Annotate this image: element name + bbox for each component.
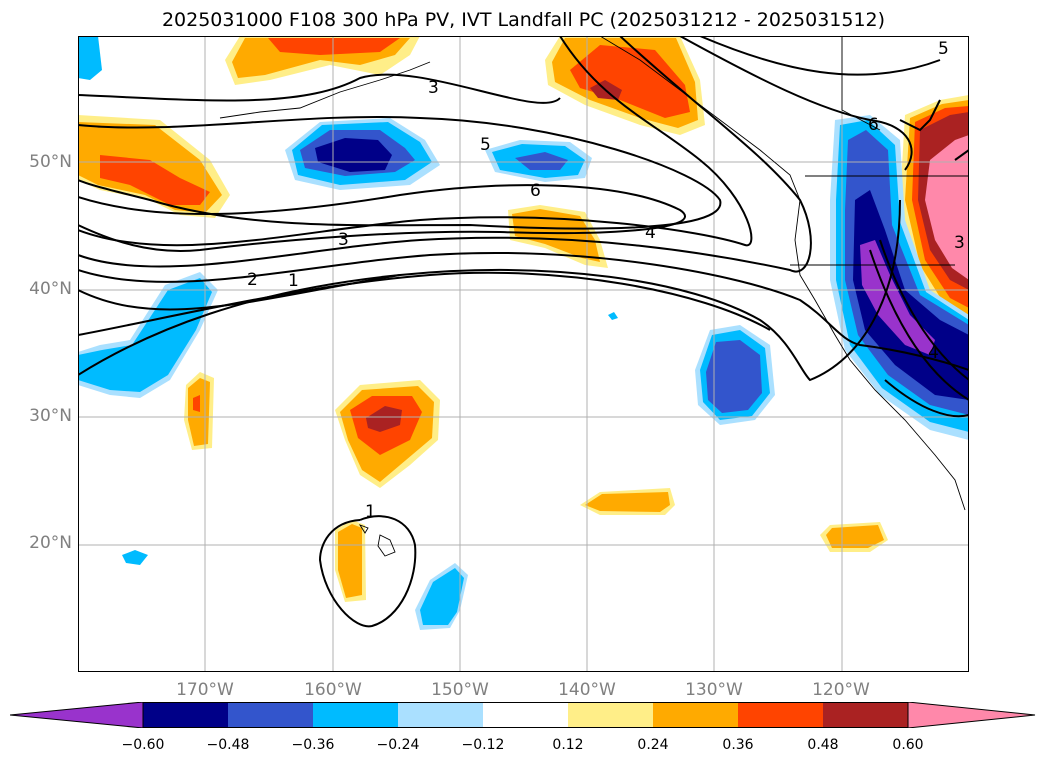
contour-label: 5 bbox=[938, 39, 949, 59]
map-panel: 3 5 6 4 3 2 1 1 5 6 3 4 bbox=[78, 36, 969, 672]
lat-label-30n: 30°N bbox=[29, 406, 72, 426]
colorbar-bin bbox=[823, 702, 908, 728]
contour-label: 1 bbox=[288, 271, 299, 291]
contour-label: 5 bbox=[480, 135, 491, 155]
colorbar-tick: −0.12 bbox=[461, 737, 505, 753]
colorbar-tick: −0.60 bbox=[121, 737, 165, 753]
colorbar-tick: −0.36 bbox=[291, 737, 335, 753]
colorbar-extend-max bbox=[907, 702, 1036, 728]
graticule bbox=[78, 36, 969, 672]
contour-label: 3 bbox=[954, 233, 965, 253]
colorbar bbox=[10, 702, 1036, 728]
lat-label-20n: 20°N bbox=[29, 533, 72, 553]
map-title: 2025031000 F108 300 hPa PV, IVT Landfall… bbox=[161, 9, 886, 31]
pv-contours bbox=[78, 36, 969, 628]
contour-label: 4 bbox=[645, 223, 656, 243]
colorbar-tick: 0.48 bbox=[807, 737, 839, 753]
lon-label-130w: 130°W bbox=[685, 680, 743, 700]
contour-label: 4 bbox=[928, 343, 939, 363]
lon-label-140w: 140°W bbox=[558, 680, 616, 700]
colorbar-bin bbox=[483, 702, 568, 728]
contour-label: 1 bbox=[365, 502, 376, 522]
contour-label: 3 bbox=[338, 230, 349, 250]
colorbar-bin bbox=[738, 702, 823, 728]
colorbar-bin bbox=[398, 702, 483, 728]
contour-label: 6 bbox=[530, 181, 541, 201]
colorbar-tick: 0.36 bbox=[722, 737, 754, 753]
contour-labels: 3 5 6 4 3 2 1 1 5 6 3 4 bbox=[247, 39, 965, 522]
colorbar-tick: −0.48 bbox=[206, 737, 250, 753]
colorbar-bin bbox=[653, 702, 738, 728]
map-canvas: 3 5 6 4 3 2 1 1 5 6 3 4 bbox=[78, 36, 969, 672]
colorbar-bin bbox=[568, 702, 653, 728]
colorbar-extend-min bbox=[10, 702, 144, 728]
contour-label: 6 bbox=[868, 115, 879, 135]
lat-label-50n: 50°N bbox=[29, 152, 72, 172]
lat-label-40n: 40°N bbox=[29, 279, 72, 299]
pv-shading bbox=[78, 36, 969, 630]
contour-label: 2 bbox=[247, 270, 258, 290]
colorbar-tick: 0.60 bbox=[892, 737, 924, 753]
colorbar-tick: −0.24 bbox=[376, 737, 420, 753]
lon-label-160w: 160°W bbox=[304, 680, 362, 700]
lon-label-120w: 120°W bbox=[812, 680, 870, 700]
colorbar-tick: 0.12 bbox=[552, 737, 584, 753]
colorbar-bin bbox=[313, 702, 398, 728]
coastlines bbox=[219, 36, 969, 557]
lon-label-150w: 150°W bbox=[431, 680, 489, 700]
colorbar-tick: 0.24 bbox=[637, 737, 669, 753]
lon-label-170w: 170°W bbox=[176, 680, 234, 700]
colorbar-bin bbox=[143, 702, 228, 728]
colorbar-bin bbox=[228, 702, 313, 728]
contour-label: 3 bbox=[428, 78, 439, 98]
